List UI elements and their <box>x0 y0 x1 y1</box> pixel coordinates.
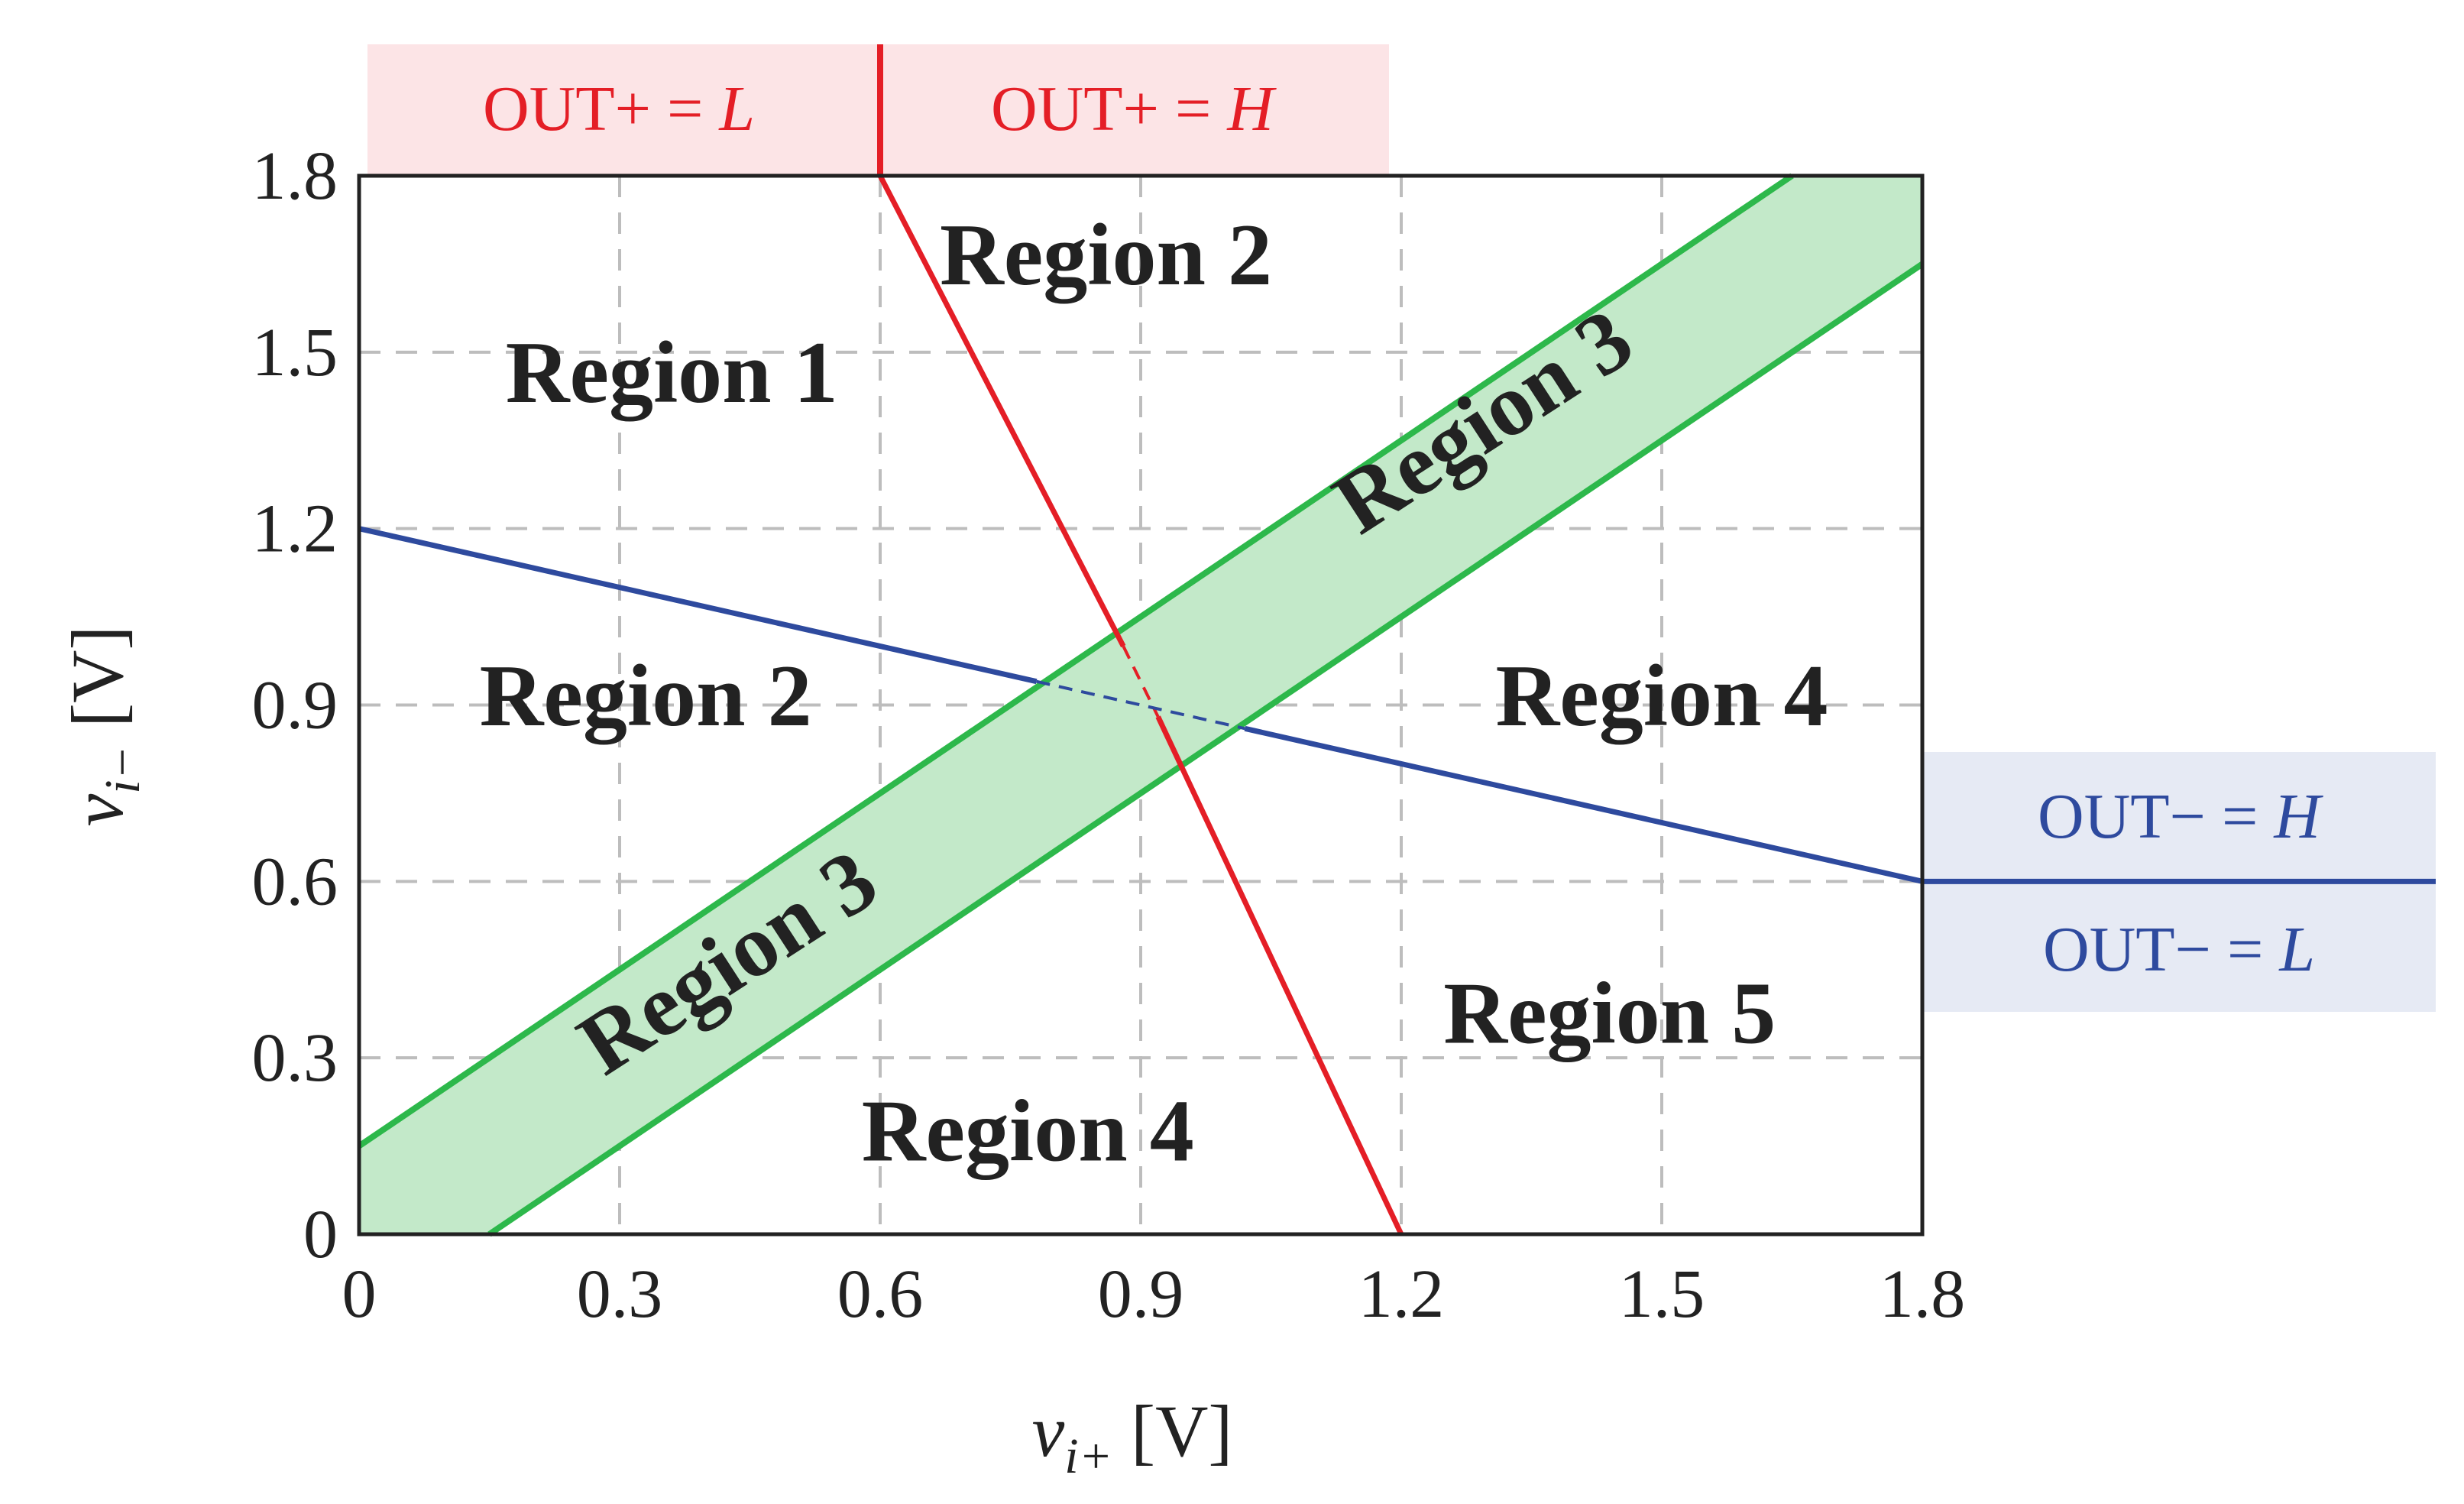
region-3-band <box>357 173 1925 1237</box>
out-minus-high-label: OUT− = H <box>2038 781 2323 852</box>
region-label-1: Region 2 <box>940 206 1272 304</box>
region-label-5: Region 4 <box>1496 647 1828 745</box>
threshold-line-1-segment-0 <box>358 526 1038 685</box>
y-tick-label-1: 0.3 <box>252 1020 338 1096</box>
x-tick-label-6: 1.8 <box>1880 1256 1966 1332</box>
x-tick-label-2: 0.6 <box>837 1256 924 1332</box>
out-plus-high-label: OUT+ = H <box>991 73 1277 144</box>
threshold-line-1-segment-1 <box>1036 679 1245 731</box>
region-label-7: Region 4 <box>862 1083 1194 1181</box>
region-label-2: Region 2 <box>480 647 812 745</box>
x-tick-label-0: 0 <box>342 1256 377 1332</box>
region-label-6: Region 5 <box>1443 965 1776 1063</box>
out-plus-low-label: OUT+ = L <box>483 73 755 144</box>
plot-frame <box>357 173 1925 1237</box>
x-tick-label-5: 1.5 <box>1619 1256 1705 1332</box>
y-tick-label-4: 1.2 <box>252 491 338 567</box>
threshold-line-0-segment-1 <box>1122 645 1160 718</box>
band-upper-edge <box>357 173 1794 1149</box>
out-minus-low-label: OUT− = L <box>2043 914 2315 985</box>
grid-lines <box>359 176 1922 1234</box>
y-tick-label-2: 0.6 <box>252 844 338 919</box>
y-axis-label: vi−[V] <box>57 626 151 827</box>
y-tick-label-0: 0 <box>303 1197 338 1272</box>
x-tick-label-4: 1.2 <box>1358 1256 1445 1332</box>
band-fill <box>359 176 1922 1234</box>
y-tick-label-6: 1.8 <box>252 138 338 214</box>
threshold-line-0-segment-2 <box>1155 715 1404 1236</box>
tick-labels: 0 0.3 0.6 0.9 1.2 1.5 1.8 0 0.3 0.6 0.9 1.2 1.5 1.8 <box>252 138 1966 1332</box>
band-lower-edge <box>487 261 1925 1237</box>
threshold-line-1-segment-2 <box>1244 725 1923 884</box>
threshold-lines <box>358 44 2436 1236</box>
y-tick-label-5: 1.5 <box>252 315 338 391</box>
x-tick-label-1: 0.3 <box>577 1256 663 1332</box>
region-label-0: Region 1 <box>506 324 838 422</box>
threshold-line-0-segment-0 <box>877 174 1126 648</box>
x-axis-label: vi+ [V] <box>1032 1390 1233 1484</box>
y-tick-label-3: 0.9 <box>252 668 338 744</box>
x-tick-label-3: 0.9 <box>1098 1256 1184 1332</box>
